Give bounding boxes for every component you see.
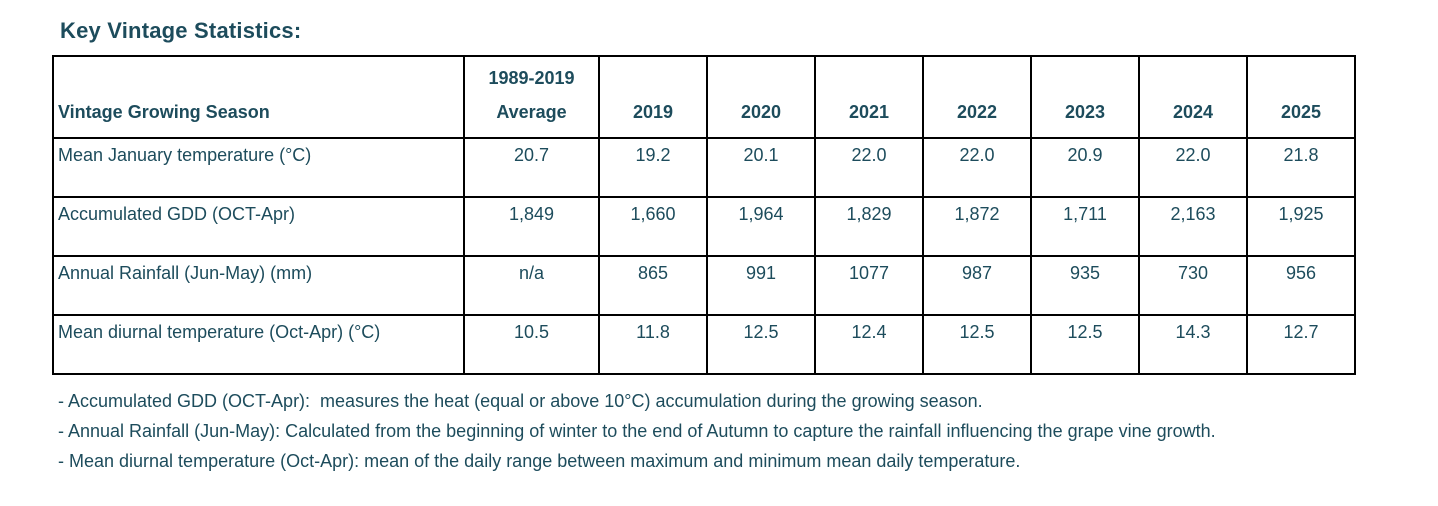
- table-cell: 935: [1030, 255, 1140, 317]
- table-cell: n/a: [463, 255, 600, 317]
- header-row: Vintage Growing Season 1989-2019 Average…: [52, 54, 1356, 140]
- table-cell: 20.7: [463, 137, 600, 199]
- table-cell: 2,163: [1138, 196, 1248, 258]
- table-cell: 21.8: [1246, 137, 1356, 199]
- vintage-statistics-table: Vintage Growing Season 1989-2019 Average…: [52, 54, 1356, 376]
- footnote: - Annual Rainfall (Jun-May): Calculated …: [58, 421, 1216, 442]
- column-header: 2021: [814, 54, 924, 140]
- table-row: Accumulated GDD (OCT-Apr) 1,849 1,660 1,964…: [52, 196, 1356, 258]
- table-cell: 865: [598, 255, 708, 317]
- table-cell: 1,660: [598, 196, 708, 258]
- footnote: - Accumulated GDD (OCT-Apr): measures th…: [58, 391, 983, 412]
- row-label: Annual Rainfall (Jun-May) (mm): [52, 255, 465, 317]
- column-header: 2023: [1030, 54, 1140, 140]
- table-cell: 1,964: [706, 196, 816, 258]
- column-header: 1989-2019 Average: [463, 54, 600, 140]
- footnote: - Mean diurnal temperature (Oct-Apr): me…: [58, 451, 1021, 472]
- footnotes: - Accumulated GDD (OCT-Apr): measures th…: [52, 386, 1358, 476]
- page: Key Vintage Statistics: Vintage Growing …: [52, 18, 1358, 476]
- table-cell: 12.7: [1246, 314, 1356, 376]
- table-row: Mean diurnal temperature (Oct-Apr) (°C) 1…: [52, 314, 1356, 376]
- page-title: Key Vintage Statistics:: [60, 18, 302, 43]
- table-cell: 20.9: [1030, 137, 1140, 199]
- table-cell: 22.0: [814, 137, 924, 199]
- table-cell: 730: [1138, 255, 1248, 317]
- table-cell: 12.5: [1030, 314, 1140, 376]
- column-header: 2022: [922, 54, 1032, 140]
- table-cell: 11.8: [598, 314, 708, 376]
- table-cell: 12.5: [706, 314, 816, 376]
- table-cell: 10.5: [463, 314, 600, 376]
- table-cell: 12.4: [814, 314, 924, 376]
- table-cell: 1,711: [1030, 196, 1140, 258]
- row-header-label: Vintage Growing Season: [52, 54, 465, 140]
- table-cell: 1,849: [463, 196, 600, 258]
- table-cell: 12.5: [922, 314, 1032, 376]
- table-cell: 1,925: [1246, 196, 1356, 258]
- column-header: 2020: [706, 54, 816, 140]
- column-header: 2024: [1138, 54, 1248, 140]
- table-cell: 22.0: [922, 137, 1032, 199]
- table-row: Mean January temperature (°C) 20.7 19.2 20.…: [52, 137, 1356, 199]
- row-label: Mean January temperature (°C): [52, 137, 465, 199]
- table-cell: 991: [706, 255, 816, 317]
- column-header: 2025: [1246, 54, 1356, 140]
- row-label: Mean diurnal temperature (Oct-Apr) (°C): [52, 314, 465, 376]
- column-header: 2019: [598, 54, 708, 140]
- table-row: Annual Rainfall (Jun-May) (mm) n/a 865 991 1…: [52, 255, 1356, 317]
- table-cell: 20.1: [706, 137, 816, 199]
- table-cell: 22.0: [1138, 137, 1248, 199]
- table-cell: 987: [922, 255, 1032, 317]
- table-cell: 956: [1246, 255, 1356, 317]
- table-cell: 19.2: [598, 137, 708, 199]
- table-cell: 1077: [814, 255, 924, 317]
- row-label: Accumulated GDD (OCT-Apr): [52, 196, 465, 258]
- table-cell: 1,872: [922, 196, 1032, 258]
- table-cell: 14.3: [1138, 314, 1248, 376]
- table-cell: 1,829: [814, 196, 924, 258]
